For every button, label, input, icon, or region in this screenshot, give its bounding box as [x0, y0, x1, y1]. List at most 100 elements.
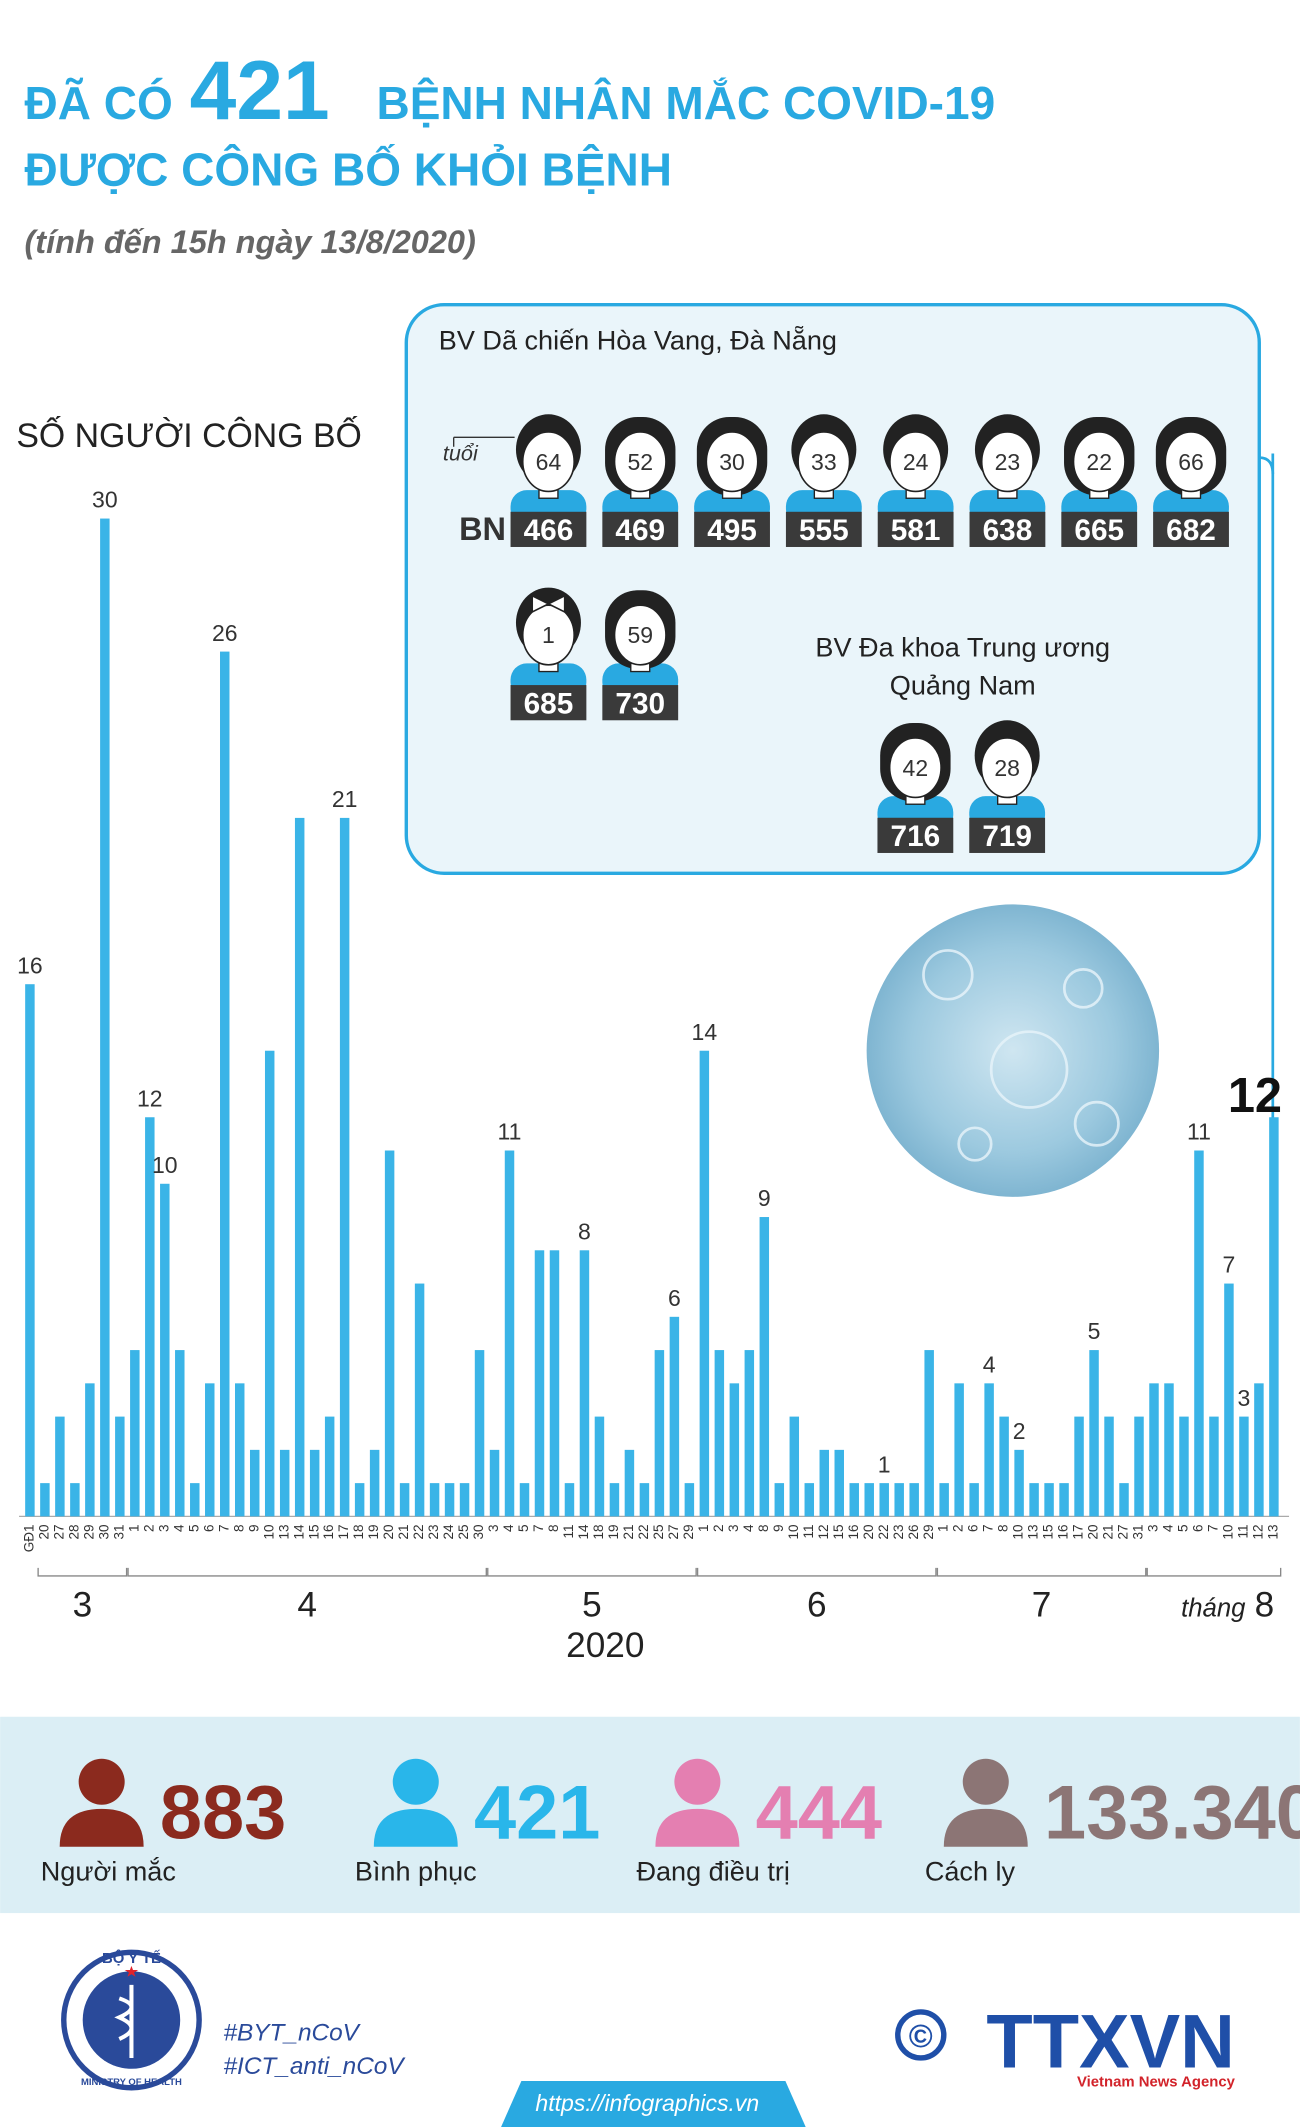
value-label: 4 [983, 1352, 996, 1378]
bar [339, 817, 350, 1517]
patient-id: 716 [891, 820, 941, 853]
patient-id: 665 [1074, 514, 1124, 547]
x-tick-label: 4 [501, 1524, 516, 1532]
patient-age: 66 [1178, 449, 1204, 475]
value-label: 7 [1223, 1252, 1236, 1278]
month-prefix: tháng [1181, 1595, 1246, 1623]
stat-value: 133.340 [1044, 1771, 1300, 1856]
agency-logo: TTXVN [986, 1999, 1234, 2084]
value-label: 3 [1238, 1385, 1251, 1411]
stat-label: Đang điều trị [636, 1856, 789, 1887]
bar [819, 1449, 830, 1517]
face [705, 431, 759, 493]
patient-age: 64 [536, 449, 562, 475]
bar [474, 1350, 485, 1517]
bar [1149, 1383, 1159, 1517]
x-tick-label: 5 [186, 1525, 201, 1533]
url-bar [501, 2080, 806, 2127]
bar [429, 1483, 440, 1517]
bar [849, 1483, 859, 1517]
patient-id: 682 [1166, 514, 1216, 547]
x-tick-label: 8 [546, 1525, 561, 1533]
x-tick-label: 2 [711, 1525, 726, 1533]
bar [384, 1150, 395, 1517]
x-tick-label: 7 [216, 1525, 231, 1533]
stat-value: 421 [474, 1771, 600, 1856]
x-tick-label: 7 [531, 1525, 546, 1533]
patient-id-box [602, 685, 679, 721]
x-tick-label: 3 [486, 1525, 501, 1533]
x-tick-label: 25 [456, 1525, 471, 1540]
x-tick-label: 2 [141, 1525, 156, 1533]
bar [579, 1250, 590, 1517]
bar [639, 1483, 650, 1517]
value-label-highlight: 12 [1228, 1069, 1282, 1123]
x-tick-label: 8 [756, 1525, 771, 1533]
person-body [59, 1808, 144, 1847]
bar [669, 1316, 680, 1517]
bar [444, 1483, 455, 1517]
x-tick-label: 9 [246, 1525, 261, 1533]
month-label: 7 [1032, 1586, 1052, 1625]
x-tick-label: 8 [231, 1525, 246, 1533]
patient-id-box [785, 511, 862, 547]
bar [864, 1483, 874, 1517]
bar [399, 1483, 410, 1517]
value-label: 30 [92, 487, 118, 513]
bar [1194, 1150, 1204, 1517]
bar [354, 1483, 365, 1517]
hospital-name: BV Dã chiến Hòa Vang, Đà Nẵng [439, 324, 837, 355]
month-label: 8 [1255, 1586, 1275, 1625]
bar [1254, 1383, 1264, 1517]
value-label: 10 [152, 1152, 178, 1178]
bar [714, 1350, 725, 1517]
value-label: 8 [578, 1218, 591, 1244]
value-label: 2 [1013, 1418, 1026, 1444]
x-tick-label: 16 [321, 1525, 336, 1540]
x-tick-label: 20 [1086, 1525, 1101, 1540]
x-tick-label: 5 [1176, 1525, 1191, 1533]
x-tick-label: 3 [156, 1525, 171, 1533]
patient-id: 495 [707, 514, 757, 547]
month-bracket [127, 1567, 487, 1577]
month-label: 6 [807, 1586, 827, 1625]
bar [744, 1350, 755, 1517]
patient-age: 52 [627, 449, 653, 475]
age-arrow [453, 436, 515, 447]
x-tick-label: 30 [96, 1525, 111, 1540]
bar [759, 1217, 770, 1517]
x-tick-label: 16 [846, 1525, 861, 1540]
bar [654, 1350, 665, 1517]
x-tick-label: 7 [1206, 1525, 1221, 1533]
person-head [962, 1758, 1009, 1805]
patient-id: 685 [524, 688, 574, 721]
title-pre: ĐÃ CÓ [24, 77, 172, 129]
x-tick-label: 19 [366, 1525, 381, 1540]
x-tick-label: 19 [606, 1525, 621, 1540]
bar [234, 1383, 245, 1517]
bar [294, 817, 305, 1517]
patient-id-box [877, 817, 954, 853]
face [613, 431, 667, 493]
connector-corner [1259, 456, 1275, 474]
patient-panel [404, 302, 1261, 875]
x-tick-label: 22 [636, 1525, 651, 1540]
copyright-ring [895, 2009, 947, 2061]
x-tick-label: 20 [36, 1525, 51, 1540]
bar [519, 1483, 530, 1517]
hashtag: #BYT_nCoV [224, 2019, 362, 2046]
value-label: 1 [878, 1451, 891, 1477]
age-label: tuổi [443, 440, 479, 465]
bar [309, 1449, 320, 1517]
x-tick-label: 29 [681, 1525, 696, 1540]
patient-id-box [602, 511, 679, 547]
bar [70, 1483, 80, 1517]
bar [459, 1483, 470, 1517]
patient-id-box [969, 511, 1046, 547]
x-tick-label: 15 [306, 1525, 321, 1540]
x-tick-label: 4 [741, 1524, 756, 1532]
bar [85, 1383, 95, 1517]
x-tick-label: 14 [291, 1524, 306, 1540]
